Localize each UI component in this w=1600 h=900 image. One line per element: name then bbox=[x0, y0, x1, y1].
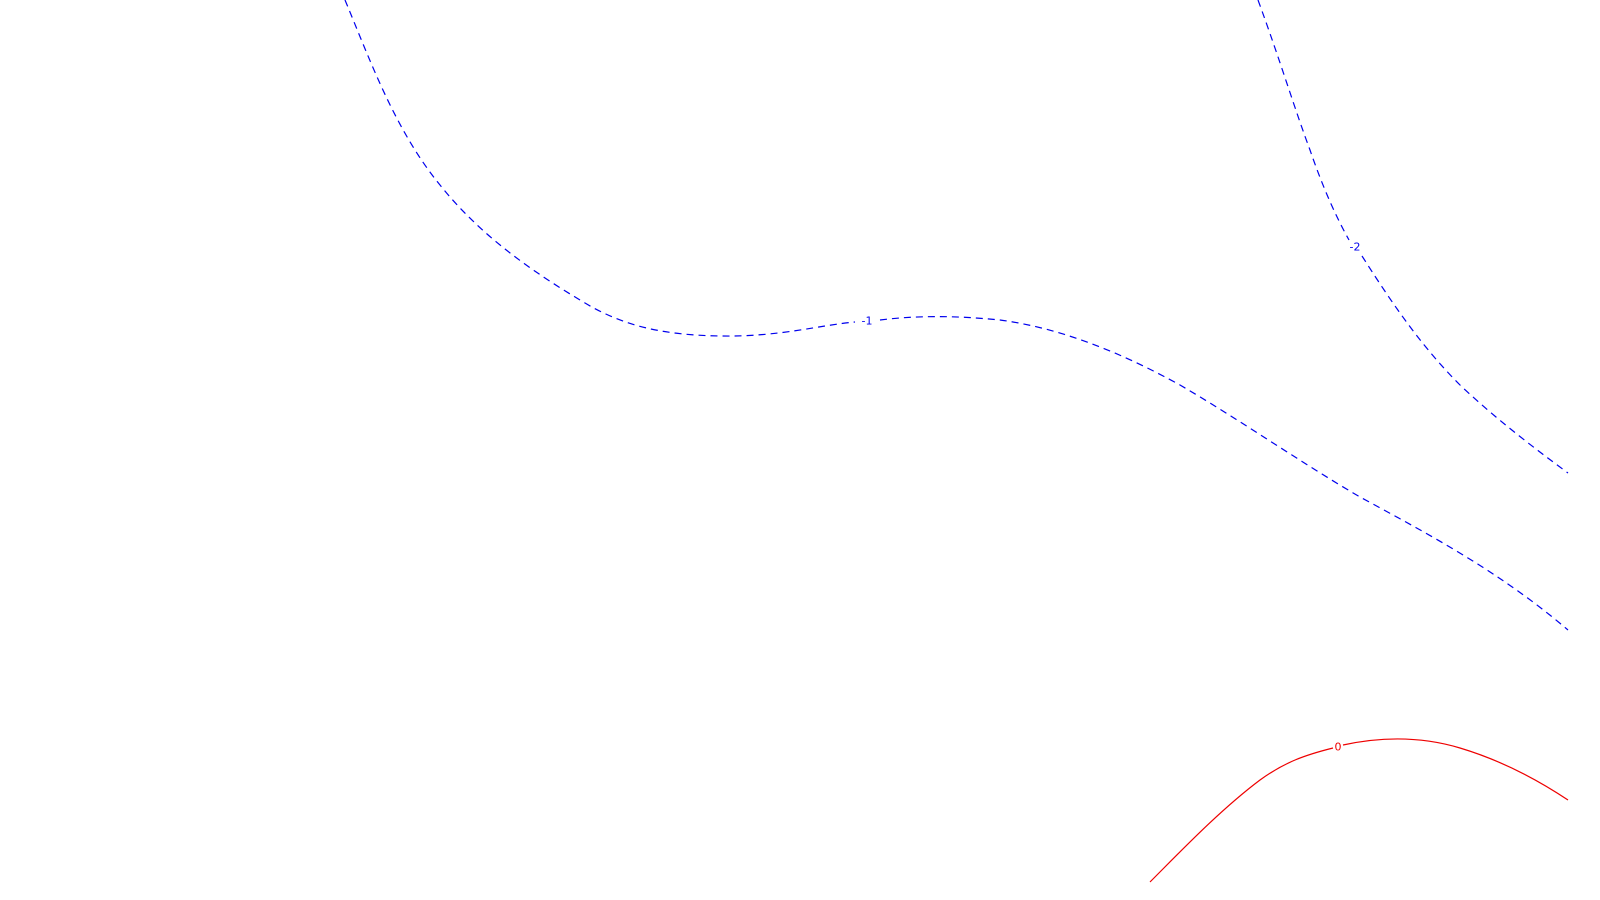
contour-label-minus-1: -1 bbox=[862, 315, 873, 328]
contour-line-minus-2: -2 bbox=[1257, 0, 1569, 474]
contour-path-minus-2 bbox=[1257, 0, 1350, 241]
contour-path-minus-1 bbox=[344, 0, 856, 337]
contour-path-minus-1-right bbox=[879, 316, 1569, 631]
contour-label-zero: 0 bbox=[1335, 741, 1342, 754]
contour-path-minus-2-lower bbox=[1361, 255, 1569, 474]
contour-path-zero bbox=[1149, 747, 1334, 883]
contour-line-zero: 0 bbox=[1149, 738, 1569, 883]
contour-path-zero-right bbox=[1342, 738, 1569, 801]
contour-label-minus-2: -2 bbox=[1350, 241, 1361, 254]
contour-line-minus-1: -1 bbox=[344, 0, 1569, 631]
